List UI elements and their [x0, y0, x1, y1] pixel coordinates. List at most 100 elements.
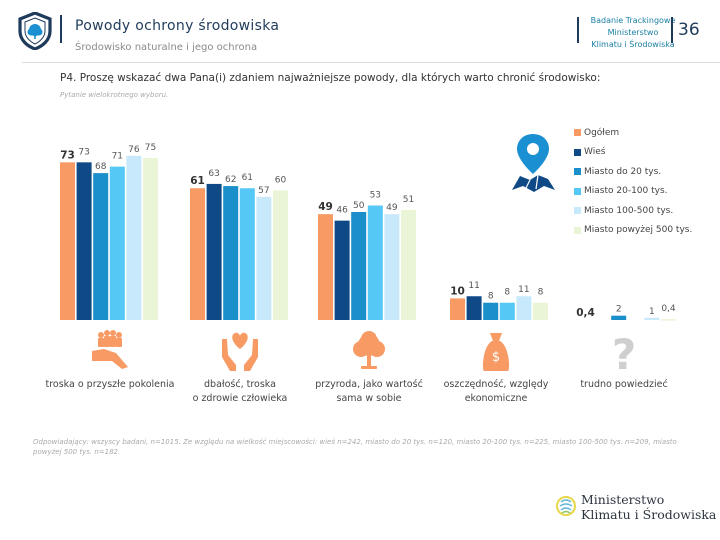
- data-label: 73: [78, 147, 89, 157]
- brand-divider-right: [671, 17, 673, 43]
- data-label: 49: [318, 201, 333, 213]
- bar-1-2: [76, 162, 92, 320]
- data-label: 10: [450, 285, 465, 297]
- svg-text:$: $: [492, 350, 500, 365]
- legend-label: Miasto do 20 tys.: [584, 166, 662, 177]
- category-label-line: ekonomiczne: [464, 393, 528, 404]
- data-label: 51: [403, 195, 414, 205]
- legend-item: Wieś: [574, 143, 692, 163]
- bar-5-5: [644, 317, 660, 320]
- legend-label: Miasto 20-100 tys.: [584, 186, 668, 197]
- hands-heart-icon: [222, 332, 258, 371]
- svg-text:?: ?: [612, 330, 636, 379]
- category-label-line: o zdrowie człowieka: [192, 393, 288, 404]
- ministry-line: Klimatu i Środowiska: [581, 507, 717, 522]
- data-label: 57: [258, 186, 269, 196]
- bar-1-4: [109, 166, 125, 320]
- bar-2-4: [239, 188, 255, 320]
- footnote: Odpowiadający: wszyscy badani, n=1015. Z…: [33, 438, 677, 456]
- data-label: 61: [190, 175, 205, 187]
- bar-4-6: [533, 302, 548, 320]
- legend-label: Miasto powyżej 500 tys.: [584, 225, 693, 236]
- brand-line: Ministerstwo: [607, 28, 659, 37]
- category-label: trudno powiedzieć: [549, 378, 699, 392]
- bar-2-2: [206, 183, 222, 320]
- ministry-line: Ministerstwo: [581, 492, 665, 507]
- category-label-line: sama w sobie: [336, 393, 402, 404]
- category-label-line: trudno powiedzieć: [580, 379, 668, 390]
- bar-2-6: [273, 190, 288, 320]
- money-bag-icon: $: [482, 333, 510, 371]
- ministry-emblem-icon: [556, 496, 576, 516]
- bar-1-1: [60, 162, 75, 320]
- brand-divider-left: [577, 17, 579, 43]
- map-pin-icon: [512, 134, 555, 192]
- legend-swatch: [574, 226, 581, 234]
- legend-item: Ogółem: [574, 123, 692, 143]
- category-label: oszczędność, względy ekonomiczne: [421, 378, 571, 406]
- legend-item: Miasto 20-100 tys.: [574, 182, 692, 202]
- data-label: 11: [468, 281, 479, 291]
- bar-2-3: [223, 186, 239, 320]
- bar-2-5: [256, 196, 272, 320]
- data-label: 76: [128, 145, 140, 155]
- data-label: 71: [112, 152, 123, 162]
- question-note: Pytanie wielokrotnego wyboru.: [60, 91, 169, 99]
- data-label: 68: [95, 162, 107, 172]
- chart-legend: Ogółem Wieś Miasto do 20 tys. Miasto 20-100…: [574, 123, 692, 240]
- brand-line: Klimatu i Środowiska: [591, 40, 675, 49]
- data-label: 0,4: [661, 304, 676, 314]
- data-label: 0,4: [576, 307, 595, 319]
- page-number: 36: [678, 20, 700, 40]
- hand-people-icon: [92, 330, 128, 369]
- category-label-line: przyroda, jako wartość: [315, 379, 423, 390]
- legend-swatch: [574, 148, 581, 156]
- bar-3-5: [384, 214, 400, 320]
- legend-swatch: [574, 187, 581, 195]
- bar-1-3: [93, 173, 109, 320]
- bar-3-6: [401, 209, 416, 320]
- bar-4-4: [499, 302, 515, 320]
- bar-4-1: [450, 298, 465, 320]
- data-label: 60: [275, 175, 287, 185]
- category-label: troska o przyszłe pokolenia: [35, 378, 185, 392]
- data-label: 61: [242, 173, 253, 183]
- data-label: 50: [353, 201, 365, 211]
- data-label: 11: [518, 285, 529, 295]
- question-mark-icon: ?: [612, 330, 636, 379]
- legend-label: Miasto 100-500 tys.: [584, 205, 674, 216]
- data-label: 62: [225, 175, 236, 185]
- category-label: dbałość, troska o zdrowie człowieka: [165, 378, 315, 406]
- header-divider: [60, 15, 62, 43]
- bar-4-3: [483, 302, 499, 320]
- legend-swatch: [574, 207, 581, 215]
- legend-swatch: [574, 168, 581, 176]
- data-label: 63: [208, 169, 219, 179]
- bar-5-6: [661, 319, 676, 321]
- question-text: P4. Proszę wskazać dwa Pana(i) zdaniem n…: [60, 72, 601, 84]
- data-label: 8: [538, 288, 544, 298]
- legend-label: Wieś: [584, 147, 606, 158]
- category-label: przyroda, jako wartość sama w sobie: [294, 378, 444, 406]
- ministry-name: Ministerstwo Klimatu i Środowiska: [581, 492, 716, 522]
- bar-3-1: [318, 214, 333, 320]
- data-label: 46: [336, 206, 348, 216]
- bar-3-4: [367, 205, 383, 320]
- category-label-line: troska o przyszłe pokolenia: [45, 379, 175, 390]
- bar-4-5: [516, 296, 532, 320]
- shield-tree-logo-icon: [18, 12, 52, 50]
- data-label: 1: [649, 307, 655, 317]
- bar-1-6: [143, 158, 158, 320]
- category-label-line: oszczędność, względy: [443, 379, 549, 390]
- data-label: 53: [370, 191, 381, 201]
- legend-item: Miasto do 20 tys.: [574, 162, 692, 182]
- bar-3-2: [334, 220, 350, 320]
- data-label: 75: [145, 143, 156, 153]
- category-label-line: dbałość, troska: [204, 379, 276, 390]
- brand-text: Badanie Trackingowe Ministerstwo Klimatu…: [578, 15, 688, 51]
- bar-1-5: [126, 155, 142, 320]
- page-subtitle: Środowisko naturalne i jego ochrona: [75, 42, 258, 53]
- brand-line: Badanie Trackingowe: [590, 16, 676, 25]
- data-label: 8: [504, 288, 510, 298]
